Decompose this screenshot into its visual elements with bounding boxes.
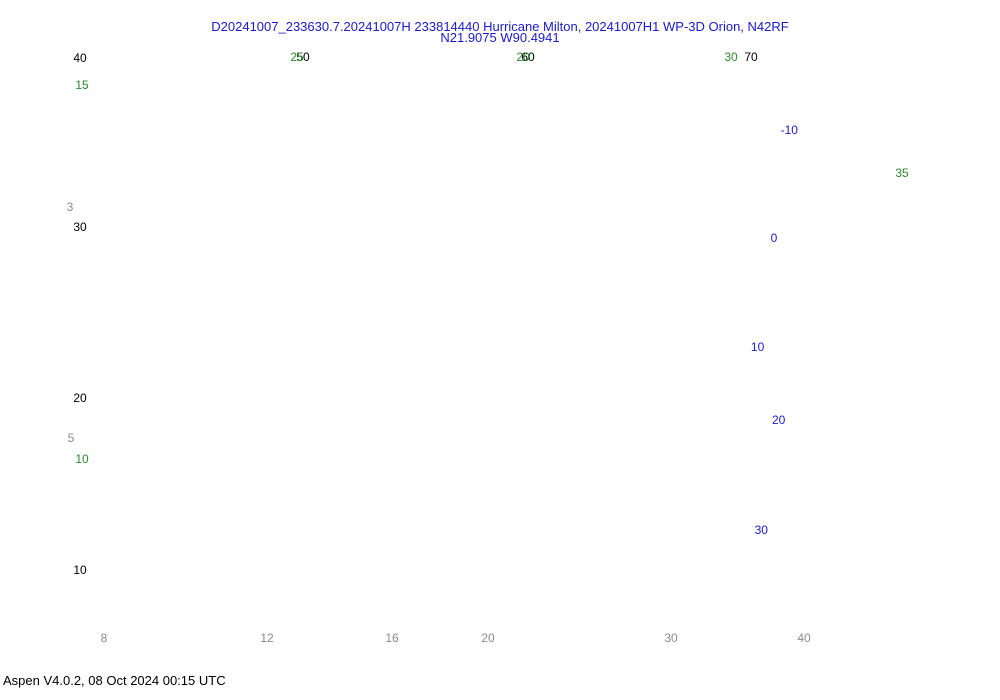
mixing-ratio-label: 20 bbox=[481, 631, 495, 645]
moist-adiabat-label: 25 bbox=[290, 50, 304, 64]
isotherm-label: -10 bbox=[781, 123, 799, 137]
isotherm-label: 20 bbox=[772, 413, 786, 427]
chart-title: D20241007_233630.7.20241007H 233814440 H… bbox=[211, 19, 788, 34]
chart-subtitle: N21.9075 W90.4941 bbox=[440, 30, 559, 45]
dry-adiabat-label: 30 bbox=[73, 220, 87, 234]
mixing-ratio-label: 8 bbox=[101, 631, 108, 645]
moist-adiabat-label: 15 bbox=[75, 78, 89, 92]
mixing-ratio-label: 12 bbox=[260, 631, 274, 645]
mixing-ratio-label: 16 bbox=[385, 631, 399, 645]
mixing-ratio-label: 30 bbox=[664, 631, 678, 645]
mixing-ratio-label: 3 bbox=[67, 200, 74, 214]
moist-adiabat-label: 10 bbox=[75, 452, 89, 466]
axis-labels: 5006007008009001000-10010203035812162030… bbox=[67, 50, 909, 645]
moist-adiabat-label: 35 bbox=[895, 166, 909, 180]
isotherm-label: 30 bbox=[755, 523, 769, 537]
mixing-ratio-label: 40 bbox=[797, 631, 811, 645]
footer-text: Aspen V4.0.2, 08 Oct 2024 00:15 UTC bbox=[3, 673, 226, 688]
dry-adiabat-label: 70 bbox=[744, 50, 758, 64]
mixing-ratio-label: 5 bbox=[68, 431, 75, 445]
dry-adiabat-label: 10 bbox=[73, 563, 87, 577]
dry-adiabat-label: 20 bbox=[73, 391, 87, 405]
isotherm-label: 10 bbox=[751, 340, 765, 354]
moist-adiabat-label: 30 bbox=[724, 50, 738, 64]
dry-adiabat-label: 60 bbox=[521, 50, 535, 64]
dry-adiabat-label: 50 bbox=[296, 50, 310, 64]
isotherm-label: 0 bbox=[771, 231, 778, 245]
moist-adiabat-label: 20 bbox=[516, 50, 530, 64]
dry-adiabat-label: 40 bbox=[73, 51, 87, 65]
